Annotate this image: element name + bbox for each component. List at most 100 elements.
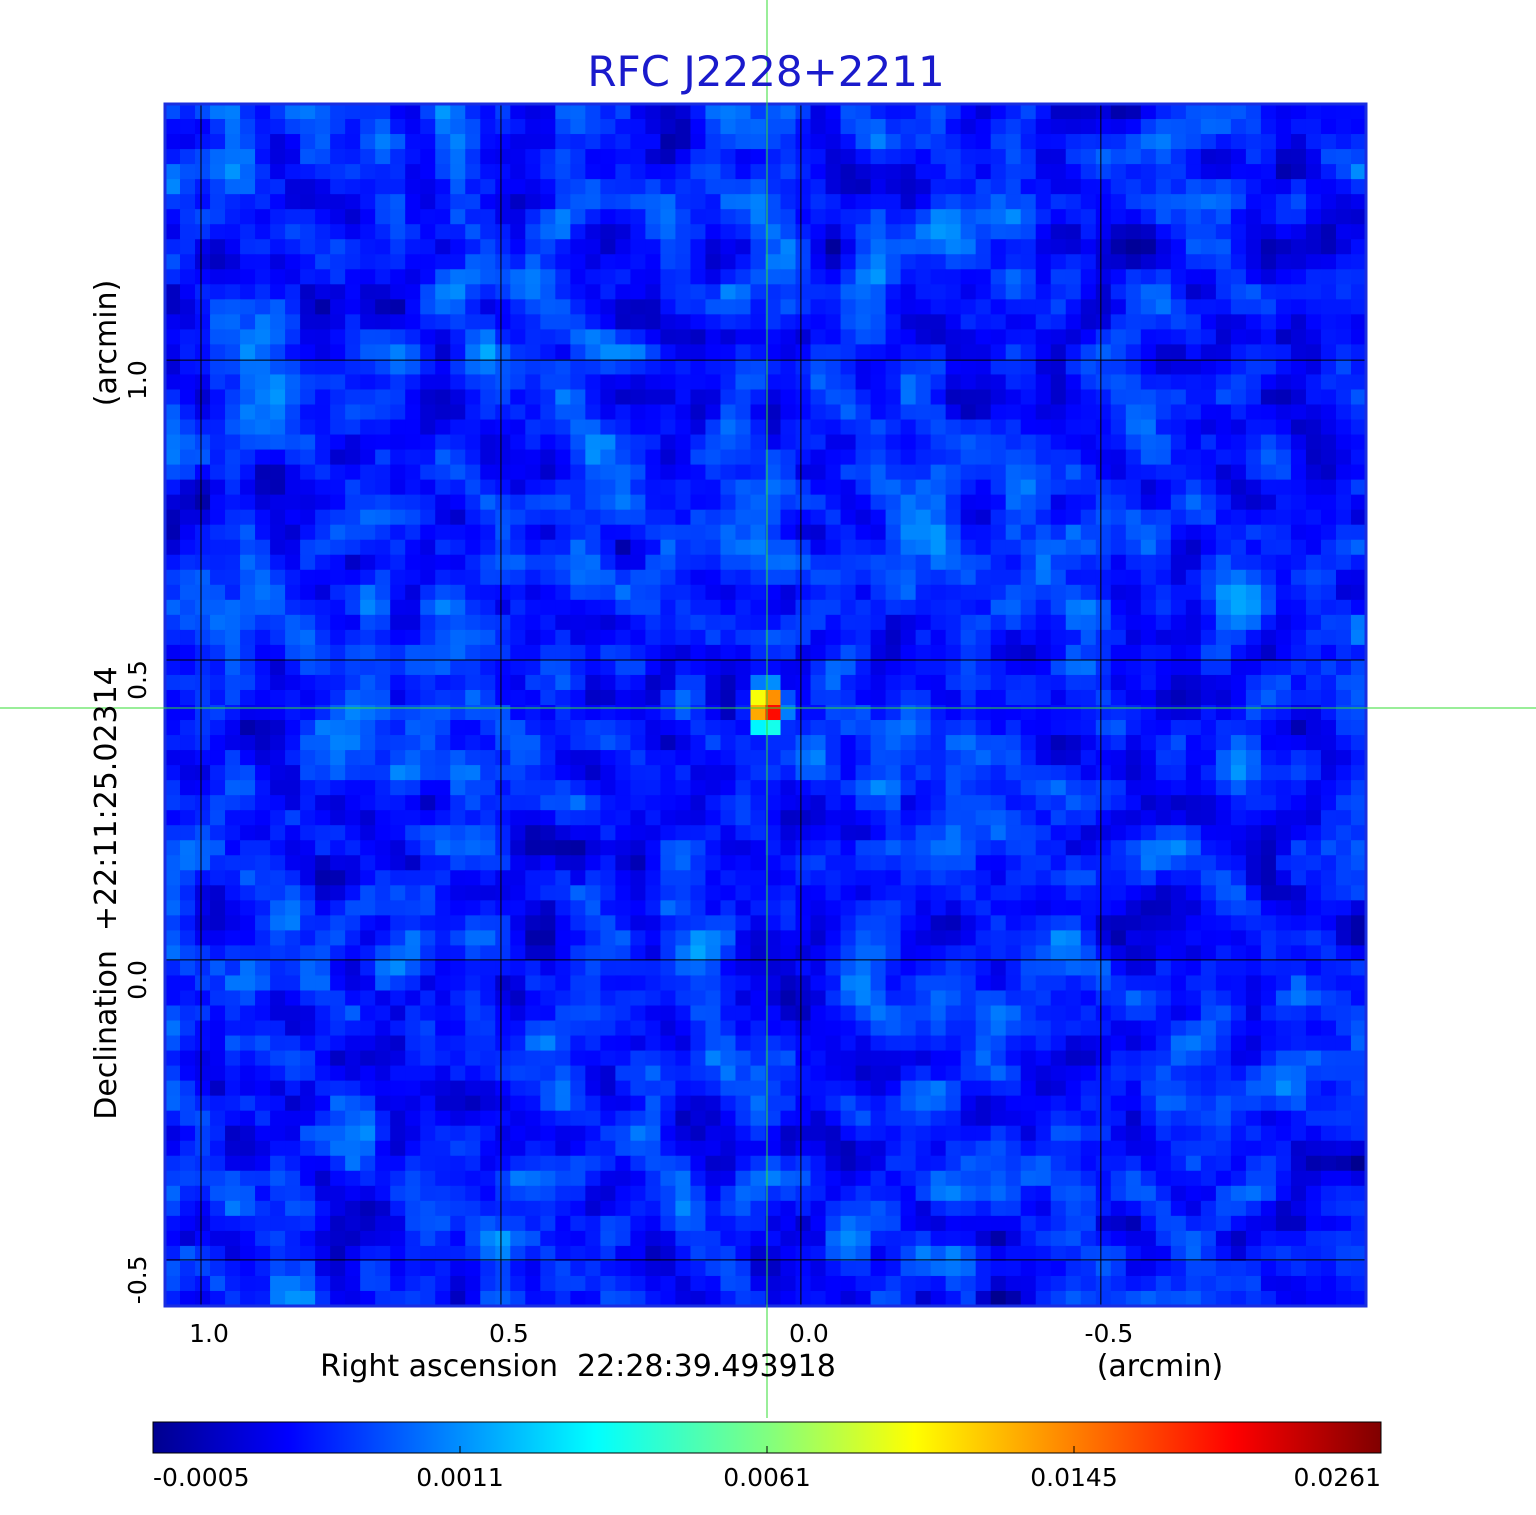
image-pixel (480, 374, 496, 391)
image-pixel (1170, 569, 1187, 586)
image-pixel (915, 329, 932, 346)
image-pixel (165, 479, 181, 496)
image-pixel (510, 870, 526, 886)
image-pixel (405, 479, 421, 496)
image-pixel (870, 885, 887, 901)
image-pixel (690, 915, 707, 931)
image-pixel (300, 765, 316, 781)
image-pixel (240, 644, 256, 661)
image-pixel (585, 825, 601, 841)
image-pixel (1140, 269, 1157, 285)
image-pixel (390, 194, 406, 210)
image-pixel (765, 930, 782, 947)
image-pixel (1335, 900, 1352, 916)
image-pixel (630, 825, 646, 841)
image-pixel (990, 765, 1007, 781)
image-pixel (555, 689, 571, 706)
image-pixel (255, 329, 271, 346)
image-pixel (315, 825, 331, 841)
image-pixel (885, 1020, 902, 1037)
image-pixel (825, 930, 842, 947)
image-pixel (930, 735, 947, 751)
image-pixel (180, 855, 196, 871)
image-pixel (900, 674, 917, 691)
image-pixel (210, 494, 226, 511)
image-pixel (825, 149, 842, 165)
image-pixel (480, 644, 496, 661)
image-pixel (1215, 840, 1232, 856)
image-pixel (885, 900, 902, 916)
image-pixel (375, 149, 391, 165)
image-pixel (705, 419, 722, 436)
image-pixel (960, 479, 977, 496)
image-pixel (1275, 960, 1292, 977)
image-pixel (330, 554, 346, 571)
image-pixel (480, 674, 496, 691)
image-pixel (765, 284, 782, 300)
image-pixel (540, 164, 556, 180)
image-pixel (1215, 780, 1232, 796)
image-pixel (1065, 284, 1082, 300)
image-pixel (450, 584, 466, 601)
image-pixel (1020, 674, 1037, 691)
image-pixel (300, 825, 316, 841)
image-pixel (1350, 750, 1367, 766)
image-pixel (1215, 614, 1232, 631)
image-pixel (1035, 314, 1052, 330)
image-pixel (1260, 705, 1277, 721)
image-pixel (930, 689, 947, 706)
image-pixel (795, 554, 812, 571)
image-pixel (1035, 765, 1052, 781)
image-pixel (180, 389, 196, 406)
image-pixel (465, 509, 481, 526)
image-pixel (285, 750, 301, 766)
image-pixel (885, 720, 902, 736)
image-pixel (630, 209, 646, 225)
image-pixel (360, 119, 376, 135)
image-pixel (1020, 449, 1037, 466)
image-pixel (525, 404, 541, 421)
image-pixel (405, 284, 421, 300)
image-pixel (1095, 434, 1112, 451)
image-pixel (465, 930, 481, 947)
image-pixel (810, 389, 827, 406)
image-pixel (1245, 524, 1262, 541)
image-pixel (630, 930, 646, 947)
image-pixel (945, 314, 962, 330)
image-pixel (345, 404, 361, 421)
image-pixel (555, 840, 571, 856)
image-pixel (435, 629, 451, 646)
image-pixel (705, 659, 722, 676)
image-pixel (330, 810, 346, 826)
image-pixel (780, 359, 797, 376)
image-pixel (315, 705, 331, 721)
image-pixel (480, 554, 496, 571)
image-pixel (615, 419, 631, 436)
image-pixel (165, 990, 181, 1007)
image-pixel (210, 569, 226, 586)
image-pixel (390, 224, 406, 240)
image-pixel (705, 449, 722, 466)
image-pixel (1215, 855, 1232, 871)
image-pixel (600, 629, 616, 646)
image-pixel (465, 1020, 481, 1037)
image-pixel (765, 644, 782, 661)
image-pixel (360, 810, 376, 826)
image-pixel (780, 569, 797, 586)
image-pixel (1245, 644, 1262, 661)
image-pixel (1290, 419, 1307, 436)
image-pixel (870, 479, 887, 496)
image-pixel (345, 434, 361, 451)
image-pixel (1125, 494, 1142, 511)
image-pixel (810, 554, 827, 571)
image-pixel (975, 404, 992, 421)
image-pixel (555, 254, 571, 270)
image-pixel (420, 104, 436, 120)
image-pixel (300, 990, 316, 1007)
image-pixel (900, 284, 917, 300)
image-pixel (975, 674, 992, 691)
image-pixel (315, 945, 331, 962)
image-pixel (195, 329, 211, 346)
image-pixel (975, 329, 992, 346)
image-pixel (1245, 614, 1262, 631)
